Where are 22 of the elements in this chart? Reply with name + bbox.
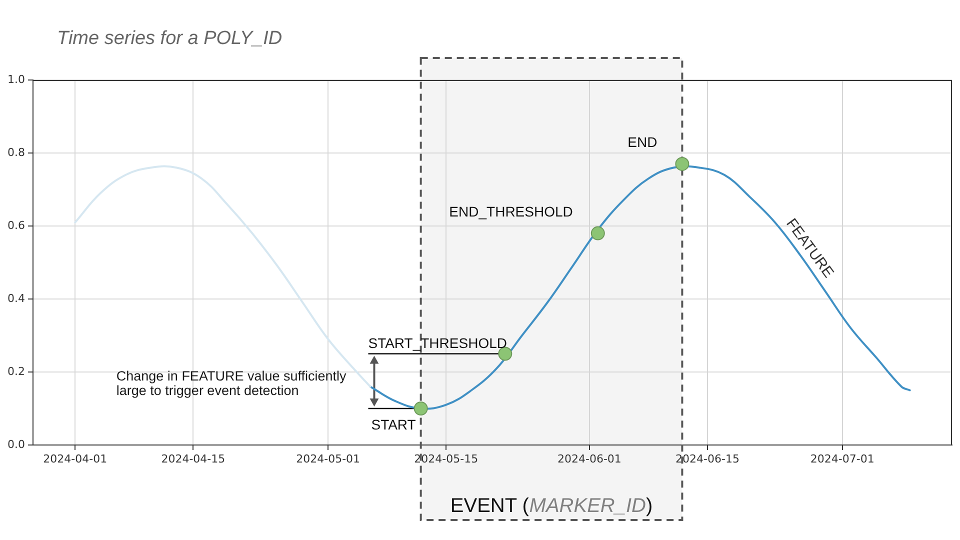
y-tick-label: 0.4	[8, 292, 25, 305]
x-tick-label: 2024-04-01	[43, 452, 108, 466]
annotation: END	[628, 134, 658, 150]
annotation: END_THRESHOLD	[449, 203, 573, 220]
x-tick-label: 2024-05-01	[296, 452, 360, 466]
annotation: Change in FEATURE value sufficiently large to trigger event detection	[116, 368, 346, 398]
x-tick-label: 2024-06-01	[557, 452, 622, 466]
band-label: EVENT (MARKER_ID)	[450, 495, 653, 517]
y-tick-label: 0.6	[8, 218, 25, 232]
point	[414, 402, 428, 416]
x-tick-label: 2024-07-01	[810, 452, 874, 466]
x-tick-label: 2024-04-15	[161, 452, 226, 466]
y-tick-label: 0.8	[8, 146, 25, 159]
annotation: START	[371, 416, 416, 432]
y-tick-label: 1.0	[8, 72, 25, 86]
x-tick-label: 2024-05-15	[414, 452, 478, 466]
annotation: START_THRESHOLD	[368, 334, 507, 351]
chart-title: Time series for a POLY_ID	[57, 28, 282, 49]
y-tick-label: 0.2	[8, 364, 25, 378]
point	[590, 226, 605, 240]
point	[675, 156, 690, 171]
y-tick-label: 0.0	[8, 438, 25, 451]
